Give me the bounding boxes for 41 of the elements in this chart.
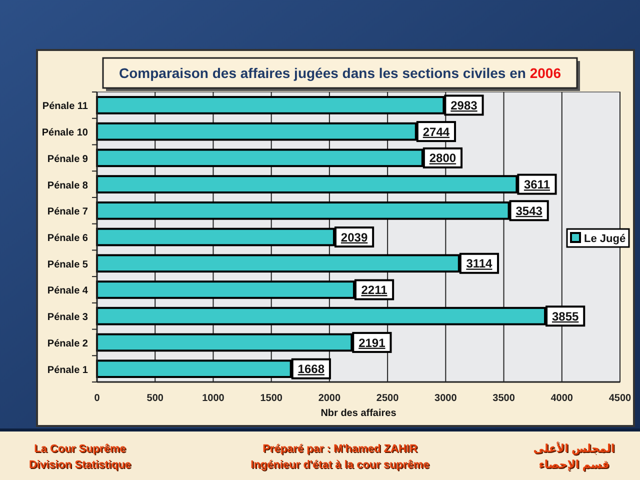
data-label: 2039 <box>340 230 368 244</box>
y-tick-label: Pénale 2 <box>47 338 88 350</box>
x-axis-title: Nbr des affaires <box>320 408 397 419</box>
x-tick-label: 1500 <box>260 393 283 404</box>
y-tick-label: Pénale 5 <box>47 259 88 270</box>
data-label: 3855 <box>552 309 580 324</box>
data-label: 2983 <box>450 98 478 112</box>
x-tick-label: 2500 <box>376 393 400 404</box>
y-tick-label: Pénale 3 <box>47 312 88 324</box>
x-tick-label: 1000 <box>202 393 225 404</box>
x-tick-label: 3500 <box>492 393 516 404</box>
data-label: 2800 <box>429 151 456 166</box>
x-tick-label: 0 <box>94 393 100 404</box>
text: Division Statistique <box>28 459 132 471</box>
chart-title: Comparaison des affaires jugées dans les sections civiles en 2006 <box>119 65 562 81</box>
y-tick-label: Pénale 4 <box>47 286 88 297</box>
text: قسم الإحصاء <box>538 459 610 471</box>
text: المجلس الأعلى <box>533 441 615 455</box>
y-tick-label: Pénale 1 <box>47 364 88 376</box>
data-label: 2211 <box>361 283 388 298</box>
text: Ingénieur d'état à la cour suprême <box>250 459 430 471</box>
y-tick-label: Pénale 6 <box>47 233 88 244</box>
data-label: 3114 <box>466 256 493 271</box>
x-tick-label: 2000 <box>318 393 342 404</box>
data-label: 2744 <box>422 124 450 139</box>
data-label: 1668 <box>298 362 325 376</box>
data-label: 3543 <box>516 204 543 218</box>
y-tick-label: Pénale 9 <box>47 154 88 165</box>
x-tick-label: 4500 <box>608 393 632 404</box>
x-tick-label: 4000 <box>550 393 574 404</box>
data-label: 2191 <box>358 336 386 350</box>
y-tick-label: Pénale 11 <box>42 101 88 112</box>
y-tick-label: Pénale 10 <box>42 128 88 139</box>
legend-label: Le Jugé <box>584 233 626 245</box>
data-label: 3611 <box>524 178 550 192</box>
text: Préparé par : M'hamed ZAHIR <box>262 443 418 455</box>
text: La Cour Suprême <box>34 443 126 455</box>
x-tick-label: 3000 <box>434 393 458 404</box>
y-tick-label: Pénale 8 <box>47 180 88 192</box>
x-tick-label: 500 <box>146 393 164 404</box>
y-tick-label: Pénale 7 <box>47 206 88 218</box>
